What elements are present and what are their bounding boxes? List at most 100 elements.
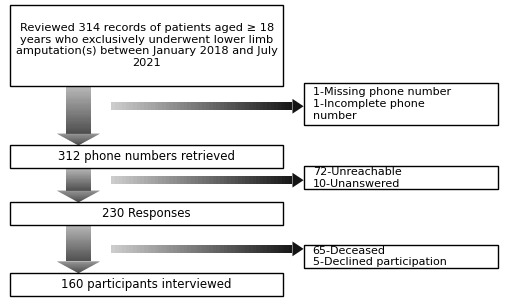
Bar <box>115 176 118 184</box>
Polygon shape <box>76 201 80 202</box>
Bar <box>66 121 90 122</box>
Bar <box>66 227 90 228</box>
Bar <box>158 102 162 110</box>
Bar <box>66 234 90 235</box>
Bar <box>234 245 238 253</box>
Bar <box>162 102 165 110</box>
Bar <box>288 176 292 184</box>
Bar <box>66 120 90 121</box>
Bar <box>66 124 90 125</box>
Polygon shape <box>60 192 96 193</box>
Bar <box>66 257 90 258</box>
Bar <box>248 102 252 110</box>
Bar <box>66 172 90 173</box>
Bar <box>176 102 180 110</box>
Bar <box>245 176 248 184</box>
Bar <box>66 260 90 261</box>
Bar <box>66 175 90 176</box>
Polygon shape <box>73 270 84 271</box>
Polygon shape <box>69 140 88 141</box>
Text: Reviewed 314 records of patients aged ≥ 18
years who exclusively underwent lower: Reviewed 314 records of patients aged ≥ … <box>16 23 277 68</box>
Bar <box>281 176 285 184</box>
Bar <box>260 245 263 253</box>
Bar <box>201 176 205 184</box>
Bar <box>66 239 90 240</box>
Bar <box>66 118 90 120</box>
Bar <box>285 176 288 184</box>
Bar <box>162 245 165 253</box>
Bar <box>66 93 90 95</box>
Bar <box>66 181 90 182</box>
Bar <box>201 102 205 110</box>
Bar <box>248 176 252 184</box>
Bar <box>66 87 90 89</box>
Bar <box>66 132 90 134</box>
Bar <box>288 245 292 253</box>
Bar <box>198 102 201 110</box>
Bar <box>66 236 90 237</box>
Bar <box>126 102 129 110</box>
Bar <box>234 102 238 110</box>
Bar <box>66 110 90 111</box>
Text: 312 phone numbers retrieved: 312 phone numbers retrieved <box>58 150 235 163</box>
Bar <box>66 114 90 115</box>
Bar <box>66 97 90 98</box>
Bar <box>118 176 122 184</box>
Bar <box>230 176 234 184</box>
Bar <box>256 102 260 110</box>
Bar <box>66 180 90 181</box>
Bar <box>66 231 90 232</box>
Bar <box>227 102 230 110</box>
Bar <box>176 176 180 184</box>
Bar <box>140 176 143 184</box>
Bar <box>66 253 90 254</box>
Bar <box>66 112 90 114</box>
Bar <box>133 176 136 184</box>
Polygon shape <box>74 200 83 201</box>
Bar <box>66 129 90 130</box>
Bar <box>252 102 256 110</box>
Polygon shape <box>62 264 94 265</box>
Bar <box>205 245 209 253</box>
Bar <box>111 245 115 253</box>
Bar <box>187 245 191 253</box>
Bar <box>216 102 220 110</box>
Bar <box>267 245 270 253</box>
Bar <box>66 254 90 255</box>
Bar <box>66 249 90 250</box>
Polygon shape <box>73 142 84 143</box>
Text: 65-Deceased
5-Declined participation: 65-Deceased 5-Declined participation <box>312 245 446 267</box>
Bar <box>220 245 223 253</box>
Bar <box>115 245 118 253</box>
Bar <box>66 171 90 172</box>
Bar <box>66 109 90 110</box>
FancyBboxPatch shape <box>303 83 497 125</box>
Bar <box>66 225 90 226</box>
Polygon shape <box>71 269 86 270</box>
Bar <box>212 102 216 110</box>
Bar <box>173 245 176 253</box>
Bar <box>66 103 90 104</box>
Bar <box>66 251 90 252</box>
Bar <box>169 245 173 253</box>
Bar <box>180 176 183 184</box>
Bar <box>129 176 133 184</box>
Bar <box>220 102 223 110</box>
Bar <box>194 245 198 253</box>
Bar <box>66 235 90 236</box>
Bar <box>66 250 90 251</box>
Bar <box>118 245 122 253</box>
Bar <box>140 245 143 253</box>
Polygon shape <box>58 134 98 135</box>
Bar <box>187 176 191 184</box>
Bar <box>281 245 285 253</box>
Text: 230 Responses: 230 Responses <box>102 207 191 220</box>
Bar <box>66 184 90 185</box>
Bar <box>198 245 201 253</box>
Bar <box>66 229 90 230</box>
Bar <box>111 102 115 110</box>
Bar <box>66 226 90 227</box>
Bar <box>136 102 140 110</box>
Bar <box>260 102 263 110</box>
Polygon shape <box>67 196 90 197</box>
